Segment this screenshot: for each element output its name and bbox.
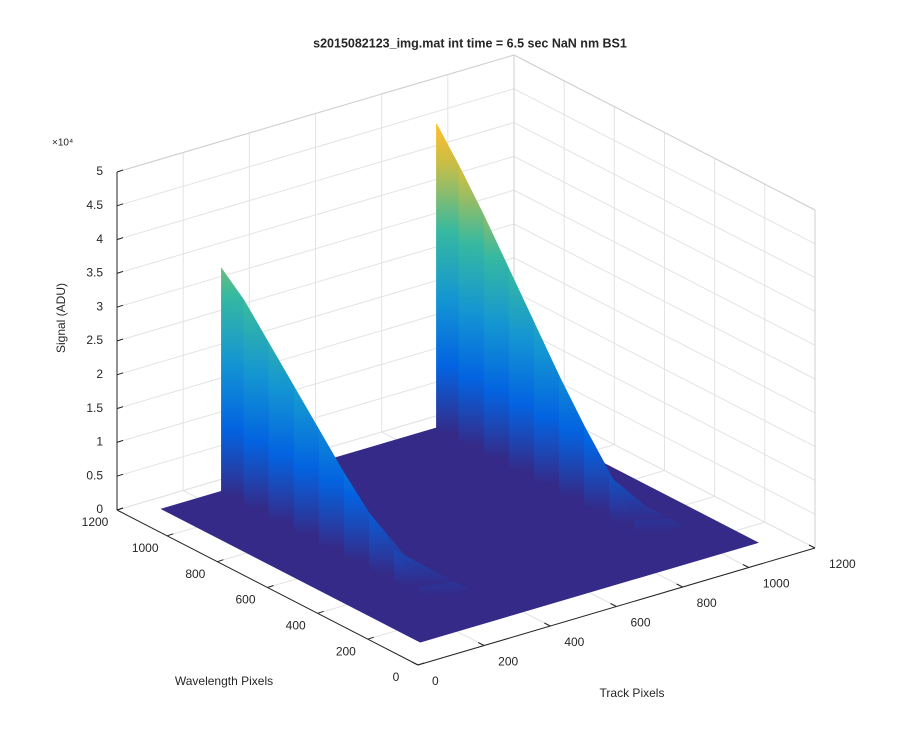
box-edge (116, 54, 515, 173)
x-tick-label: 1200 (829, 557, 856, 571)
x-tick (676, 583, 683, 588)
z-tick-label: 4 (96, 232, 103, 246)
ridge-slope (418, 582, 470, 601)
x-tick-label: 400 (564, 635, 584, 649)
y-tick (317, 610, 324, 614)
x-tick (808, 544, 816, 549)
x-tick (477, 642, 485, 646)
y-tick (267, 585, 274, 588)
x-tick-label: 600 (631, 616, 651, 630)
x-tick (610, 603, 617, 607)
z-tick (116, 203, 124, 207)
z-tick-label: 5 (96, 164, 103, 178)
z-tick-label: 1 (96, 435, 103, 449)
x-axis-label: Track Pixels (600, 686, 665, 700)
y-tick-label: 400 (286, 619, 306, 633)
z-tick-label: 3.5 (86, 266, 103, 280)
y-tick (116, 507, 124, 511)
z-tick (116, 439, 124, 443)
x-tick-label: 800 (697, 596, 717, 610)
x-tick (742, 564, 750, 568)
z-tick-label: 2 (96, 367, 103, 381)
y-tick-label: 1200 (82, 515, 109, 529)
y-tick-label: 0 (393, 670, 400, 684)
z-axis-label: Signal (ADU) (54, 283, 68, 353)
z-tick (116, 406, 124, 410)
y-tick (217, 559, 224, 563)
z-tick-label: 4.5 (86, 198, 103, 212)
z-tick (116, 169, 124, 173)
z-tick-label: 0.5 (86, 468, 103, 482)
y-tick-label: 800 (185, 567, 205, 581)
chart-title: s2015082123_img.mat int time = 6.5 sec N… (313, 36, 627, 50)
z-tick (116, 270, 124, 274)
z-tick (116, 338, 124, 342)
y-tick (167, 533, 174, 537)
ridge-slope (633, 519, 685, 537)
x-tick (544, 622, 551, 627)
z-tick (116, 237, 124, 241)
box-edge (513, 54, 816, 211)
y-tick (417, 662, 425, 666)
z-tick-label: 0 (96, 502, 103, 516)
x-tick-label: 1000 (763, 577, 790, 591)
y-tick-label: 200 (336, 644, 356, 658)
z-tick (116, 304, 124, 308)
z-tick-label: 1.5 (86, 401, 103, 415)
z-tick-label: 2.5 (86, 333, 103, 347)
z-tick-label: 3 (96, 299, 103, 313)
z-tick (116, 473, 124, 477)
y-axis-label: Wavelength Pixels (175, 674, 273, 688)
y-tick (367, 636, 374, 640)
x-tick-label: 0 (432, 674, 439, 688)
z-tick (116, 372, 124, 376)
x-tick-label: 200 (498, 655, 518, 669)
y-tick-label: 1000 (132, 541, 159, 555)
y-tick-label: 600 (235, 593, 255, 607)
x-tick (411, 661, 419, 666)
z-exponent: ×10⁴ (52, 138, 73, 149)
